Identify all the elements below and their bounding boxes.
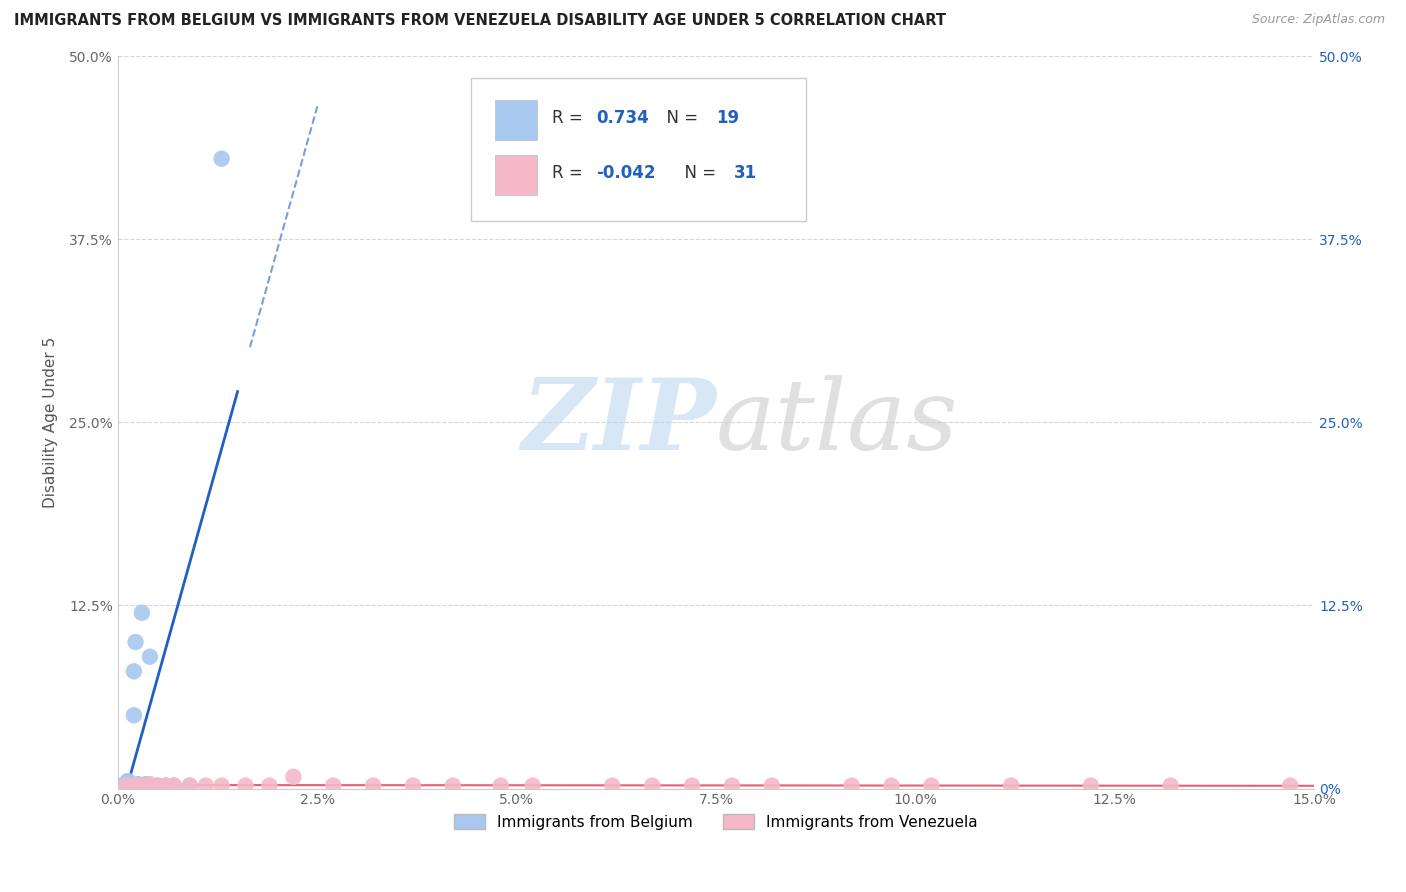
- Point: [1279, 779, 1302, 793]
- Text: Source: ZipAtlas.com: Source: ZipAtlas.com: [1251, 13, 1385, 27]
- Point: [602, 779, 624, 793]
- Text: R =: R =: [553, 164, 588, 182]
- Point: [122, 779, 145, 793]
- Point: [163, 779, 186, 793]
- Point: [235, 779, 257, 793]
- Point: [118, 777, 141, 791]
- Point: [122, 708, 145, 723]
- Point: [489, 779, 512, 793]
- Text: 0.734: 0.734: [596, 110, 650, 128]
- Point: [155, 779, 177, 793]
- Point: [139, 777, 162, 791]
- Point: [121, 779, 143, 793]
- Point: [721, 779, 744, 793]
- Point: [122, 665, 145, 679]
- Text: -0.042: -0.042: [596, 164, 657, 182]
- Text: N =: N =: [657, 110, 703, 128]
- Point: [194, 779, 217, 793]
- Text: 19: 19: [716, 110, 740, 128]
- Point: [322, 779, 344, 793]
- Point: [115, 777, 138, 791]
- Text: atlas: atlas: [716, 375, 959, 470]
- Point: [146, 779, 169, 793]
- Point: [681, 779, 703, 793]
- Point: [641, 779, 664, 793]
- Point: [1000, 779, 1022, 793]
- Point: [131, 606, 153, 620]
- Point: [139, 649, 162, 664]
- Point: [124, 635, 146, 649]
- Legend: Immigrants from Belgium, Immigrants from Venezuela: Immigrants from Belgium, Immigrants from…: [449, 807, 984, 836]
- Text: 31: 31: [734, 164, 756, 182]
- Text: ZIP: ZIP: [522, 374, 716, 471]
- Point: [179, 779, 201, 793]
- Point: [135, 777, 157, 791]
- Point: [179, 779, 201, 793]
- FancyBboxPatch shape: [495, 155, 537, 195]
- Point: [117, 774, 139, 789]
- Point: [112, 779, 135, 793]
- Point: [211, 152, 233, 166]
- Text: R =: R =: [553, 110, 588, 128]
- Point: [259, 779, 281, 793]
- Point: [117, 774, 139, 789]
- Point: [841, 779, 863, 793]
- FancyBboxPatch shape: [471, 78, 806, 221]
- Point: [131, 779, 153, 793]
- Point: [155, 779, 177, 793]
- FancyBboxPatch shape: [495, 100, 537, 140]
- Point: [441, 779, 464, 793]
- Point: [761, 779, 783, 793]
- Y-axis label: Disability Age Under 5: Disability Age Under 5: [44, 336, 58, 508]
- Point: [522, 779, 544, 793]
- Point: [127, 777, 149, 791]
- Point: [146, 779, 169, 793]
- Point: [115, 779, 138, 793]
- Point: [920, 779, 942, 793]
- Point: [1160, 779, 1182, 793]
- Point: [283, 770, 305, 784]
- Text: IMMIGRANTS FROM BELGIUM VS IMMIGRANTS FROM VENEZUELA DISABILITY AGE UNDER 5 CORR: IMMIGRANTS FROM BELGIUM VS IMMIGRANTS FR…: [14, 13, 946, 29]
- Point: [361, 779, 384, 793]
- Point: [402, 779, 425, 793]
- Point: [111, 779, 134, 793]
- Text: N =: N =: [675, 164, 721, 182]
- Point: [1080, 779, 1102, 793]
- Point: [163, 779, 186, 793]
- Point: [880, 779, 903, 793]
- Point: [211, 779, 233, 793]
